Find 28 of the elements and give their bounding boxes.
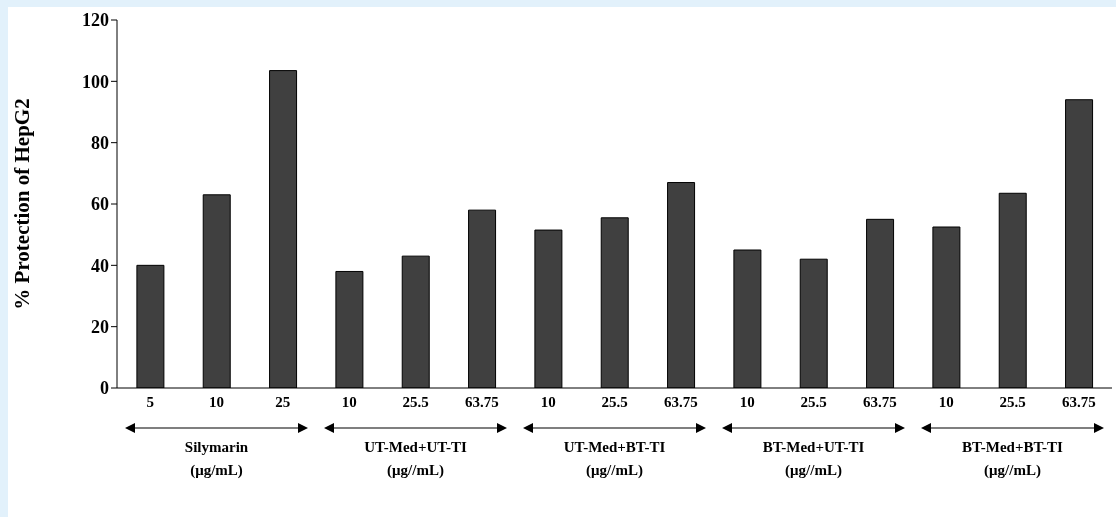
text: UT-Med+BT-TI (μg//mL) [562,438,667,480]
x-tick-label: 10 [209,393,224,410]
x-tick-label: 63.75 [464,393,499,410]
y-tick-label: 40 [91,255,109,276]
x-tick-label: 25.5 [800,393,827,410]
x-tick-label: 10 [739,393,755,410]
y-tick-label: 20 [91,317,109,338]
x-tick-label: 25 [275,393,291,410]
x-tick-label: 5 [146,393,154,410]
x-tick-label: 25.5 [999,393,1026,410]
y-tick-label: 80 [91,133,109,154]
text: Silymarin (μg/mL) [183,438,250,480]
x-tick-label: 10 [540,393,556,410]
x-tick-label: 63.75 [663,393,698,410]
x-tick-label: 10 [341,393,357,410]
x-tick-label: 25.5 [601,393,628,410]
x-tick-label: 63.75 [1061,393,1096,410]
y-axis-title: % Protection of HepG2 [10,98,35,310]
text: BT-Med+BT-TI (μg//mL) [961,438,1064,480]
text: BT-Med+UT-TI (μg//mL) [761,438,866,480]
x-tick-label: 10 [938,393,954,410]
text: UT-Med+UT-TI (μg//mL) [363,438,468,480]
x-tick-label: 63.75 [862,393,897,410]
y-tick-label: 120 [82,10,109,31]
y-tick-label: 100 [82,71,109,92]
y-tick-label: 60 [91,194,109,215]
x-tick-label: 25.5 [402,393,429,410]
y-tick-label: 0 [100,378,109,399]
